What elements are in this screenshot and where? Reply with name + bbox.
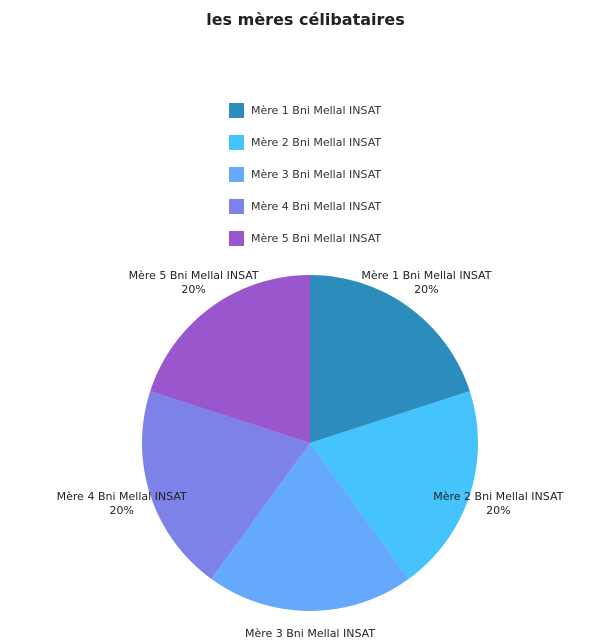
pie-slice[interactable] xyxy=(141,391,310,579)
pie-slice[interactable] xyxy=(211,443,409,611)
chart-title: les mères célibataires xyxy=(206,10,405,29)
legend-swatch xyxy=(229,102,244,118)
legend-label: Mère 1 Bni Mellal INSAT xyxy=(251,103,382,117)
slice-label: Mère 1 Bni Mellal INSAT 20% xyxy=(361,269,491,296)
chart-legend: Mère 1 Bni Mellal INSAT Mère 2 Bni Mella… xyxy=(229,94,381,254)
slice-label: Mère 4 Bni Mellal INSAT 20% xyxy=(57,490,187,517)
legend-label: Mère 2 Bni Mellal INSAT xyxy=(251,135,382,149)
legend-item[interactable]: Mère 5 Bni Mellal INSAT xyxy=(229,222,381,254)
legend-label: Mère 5 Bni Mellal INSAT xyxy=(251,231,382,245)
legend-swatch xyxy=(229,198,244,214)
legend-item[interactable]: Mère 3 Bni Mellal INSAT xyxy=(229,158,381,190)
legend-label: Mère 4 Bni Mellal INSAT xyxy=(251,199,382,213)
pie-slice[interactable] xyxy=(310,391,478,579)
legend-swatch xyxy=(229,134,244,150)
legend-label: Mère 3 Bni Mellal INSAT xyxy=(251,167,382,181)
legend-item[interactable]: Mère 2 Bni Mellal INSAT xyxy=(229,126,381,158)
legend-item[interactable]: Mère 4 Bni Mellal INSAT xyxy=(229,190,381,222)
legend-swatch xyxy=(229,230,244,246)
slice-label: Mère 2 Bni Mellal INSAT 20% xyxy=(433,490,563,517)
pie-slice[interactable] xyxy=(310,275,470,443)
legend-item[interactable]: Mère 1 Bni Mellal INSAT xyxy=(229,94,381,126)
legend-swatch xyxy=(229,166,244,182)
pie-slice[interactable] xyxy=(150,275,310,443)
slice-label: Mère 5 Bni Mellal INSAT 20% xyxy=(129,269,259,296)
